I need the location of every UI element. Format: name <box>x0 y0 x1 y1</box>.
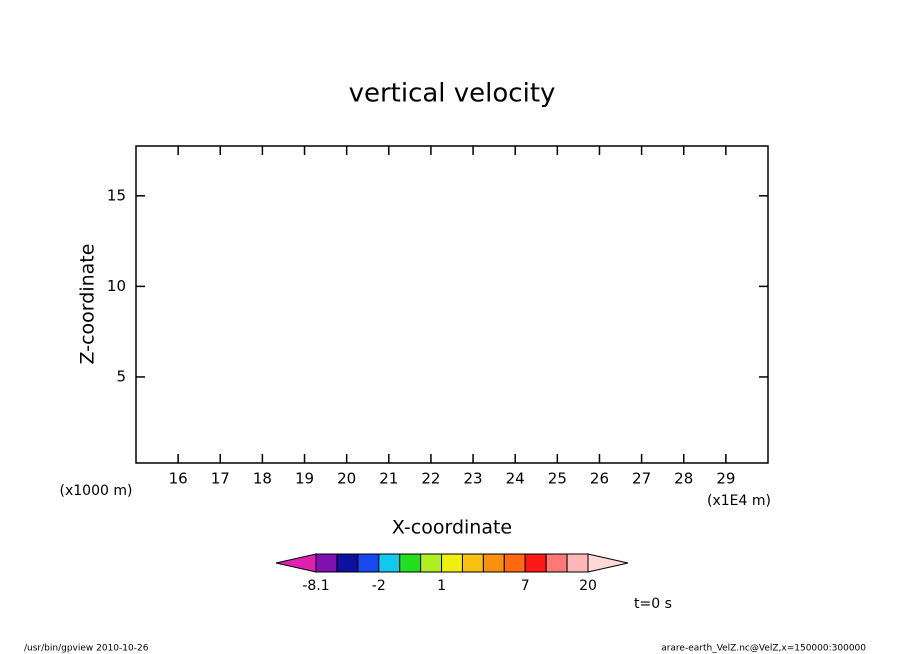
x-tick-label: 27 <box>632 470 651 488</box>
x-unit: (x1E4 m) <box>707 493 771 509</box>
colorbar-arrow-right <box>587 553 629 573</box>
x-tick-label: 19 <box>295 470 314 488</box>
x-tick-label: 21 <box>379 470 398 488</box>
x-tick-label: 20 <box>337 470 356 488</box>
x-tick-label: 25 <box>548 470 567 488</box>
y-unit: (x1000 m) <box>60 483 133 499</box>
x-tick-label: 18 <box>253 470 272 488</box>
colorbar-box <box>378 553 401 573</box>
plot-frame <box>135 145 769 464</box>
colorbar-box <box>482 553 505 573</box>
x-tick-label: 24 <box>506 470 525 488</box>
footer-left: /usr/bin/gpview 2010-10-26 <box>24 644 149 654</box>
colorbar-label: 7 <box>521 578 530 594</box>
x-tick-label: 23 <box>464 470 483 488</box>
colorbar-box <box>420 553 443 573</box>
colorbar-box <box>545 553 568 573</box>
chart-title: vertical velocity <box>349 79 556 109</box>
x-tick-label: 17 <box>211 470 230 488</box>
colorbar-box <box>399 553 422 573</box>
colorbar-box <box>315 553 338 573</box>
colorbar-box <box>441 553 463 573</box>
x-tick-label: 22 <box>421 470 440 488</box>
colorbar-box <box>503 553 526 573</box>
y-tick-label: 5 <box>116 367 126 385</box>
colorbar-box <box>357 553 380 573</box>
colorbar-label: -2 <box>372 578 386 594</box>
y-tick-label: 15 <box>107 186 126 204</box>
colorbar-box <box>566 553 589 573</box>
footer-right: arare-earth_VelZ.nc@VelZ,x=150000:300000 <box>661 644 866 654</box>
y-axis-label: Z-coordinate <box>77 244 99 365</box>
colorbar-label: -8.1 <box>302 578 329 594</box>
x-tick-label: 16 <box>169 470 188 488</box>
y-tick-label: 10 <box>107 277 126 295</box>
colorbar-box <box>461 553 484 573</box>
colorbar-label: 1 <box>437 578 446 594</box>
x-tick-label: 26 <box>590 470 609 488</box>
colorbar-box <box>524 553 547 573</box>
colorbar-label: 20 <box>579 578 597 594</box>
x-tick-label: 29 <box>716 470 735 488</box>
colorbar-arrow-left <box>275 553 317 573</box>
annotation: t=0 s <box>634 596 672 612</box>
colorbar-box <box>336 553 359 573</box>
x-tick-label: 28 <box>674 470 693 488</box>
x-axis-label: X-coordinate <box>392 517 512 539</box>
